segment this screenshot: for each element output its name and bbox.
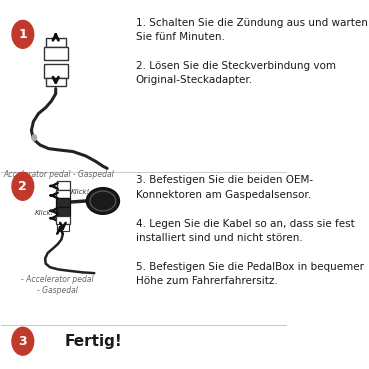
Polygon shape — [57, 181, 70, 190]
Text: Klick!: Klick! — [35, 210, 54, 216]
Polygon shape — [46, 78, 66, 86]
Text: 3. Befestigen Sie die beiden OEM-
Konnektoren am Gaspedalsensor.

4. Legen Sie d: 3. Befestigen Sie die beiden OEM- Konnek… — [136, 175, 364, 286]
Text: 1: 1 — [18, 28, 27, 41]
Circle shape — [12, 327, 34, 355]
Text: Accelerator pedal - Gaspedal: Accelerator pedal - Gaspedal — [3, 170, 114, 179]
Text: - Accelerator pedal
- Gaspedal: - Accelerator pedal - Gaspedal — [21, 275, 93, 295]
Polygon shape — [44, 64, 68, 78]
Polygon shape — [46, 38, 66, 47]
Circle shape — [32, 135, 37, 141]
Text: Klick!: Klick! — [71, 189, 90, 195]
Text: 1. Schalten Sie die Zündung aus und warten
Sie fünf Minuten.

2. Lösen Sie die S: 1. Schalten Sie die Zündung aus und wart… — [136, 18, 368, 86]
Circle shape — [12, 20, 34, 48]
Polygon shape — [56, 199, 70, 207]
Circle shape — [12, 172, 34, 200]
Text: 3: 3 — [18, 335, 27, 348]
Ellipse shape — [86, 188, 119, 214]
Polygon shape — [56, 207, 70, 215]
Text: 2: 2 — [18, 180, 27, 193]
Polygon shape — [44, 47, 68, 60]
Polygon shape — [56, 215, 70, 224]
Text: Fertig!: Fertig! — [64, 334, 122, 349]
Polygon shape — [57, 224, 69, 231]
Polygon shape — [56, 190, 70, 199]
